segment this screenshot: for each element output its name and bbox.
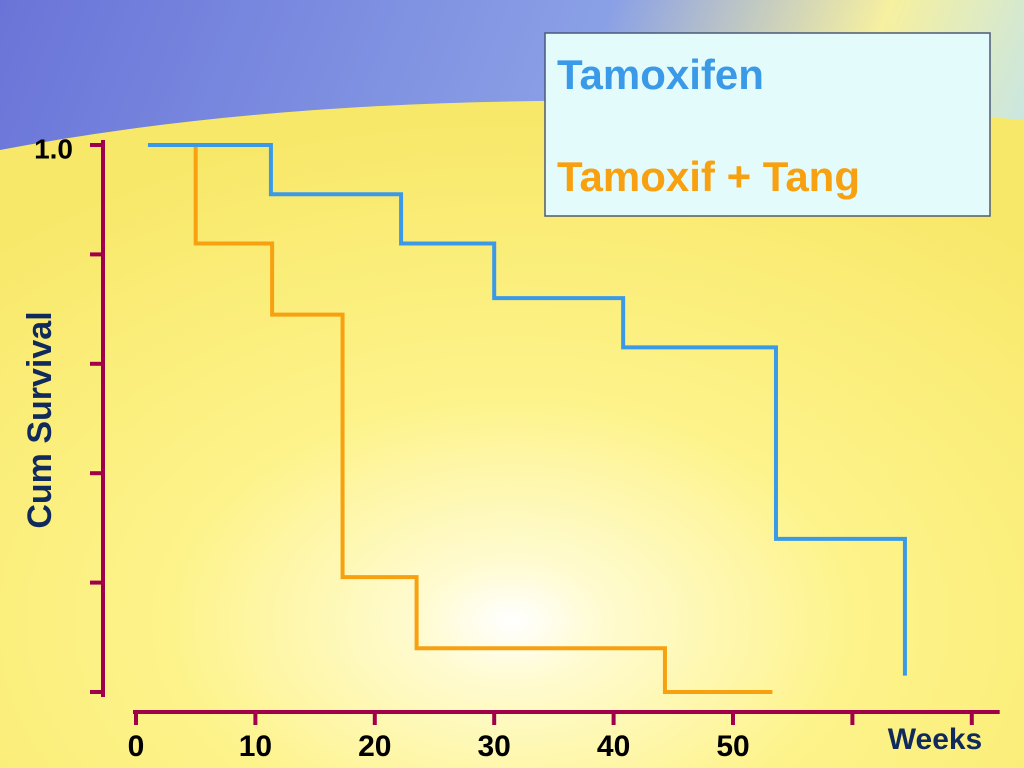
x-tick-label: 40	[597, 730, 630, 763]
x-tick-label: 20	[358, 730, 391, 763]
x-tick-label: 30	[478, 730, 511, 763]
y-axis-label: Cum Survival	[21, 311, 59, 528]
legend-label: Tamoxif + Tang	[557, 153, 860, 200]
legend	[544, 32, 991, 217]
legend-box	[544, 32, 991, 217]
x-tick-label: 0	[128, 730, 145, 763]
survival-line	[147, 143, 907, 676]
x-tick-label: 10	[239, 730, 272, 763]
x-tick-label: 50	[716, 730, 749, 763]
x-axis-label: Weeks	[888, 723, 983, 756]
legend-label: Tamoxifen	[557, 51, 764, 98]
background-fruit	[0, 100, 1024, 768]
survival-line	[193, 145, 773, 694]
y-tick-label: 1.0	[34, 133, 73, 164]
